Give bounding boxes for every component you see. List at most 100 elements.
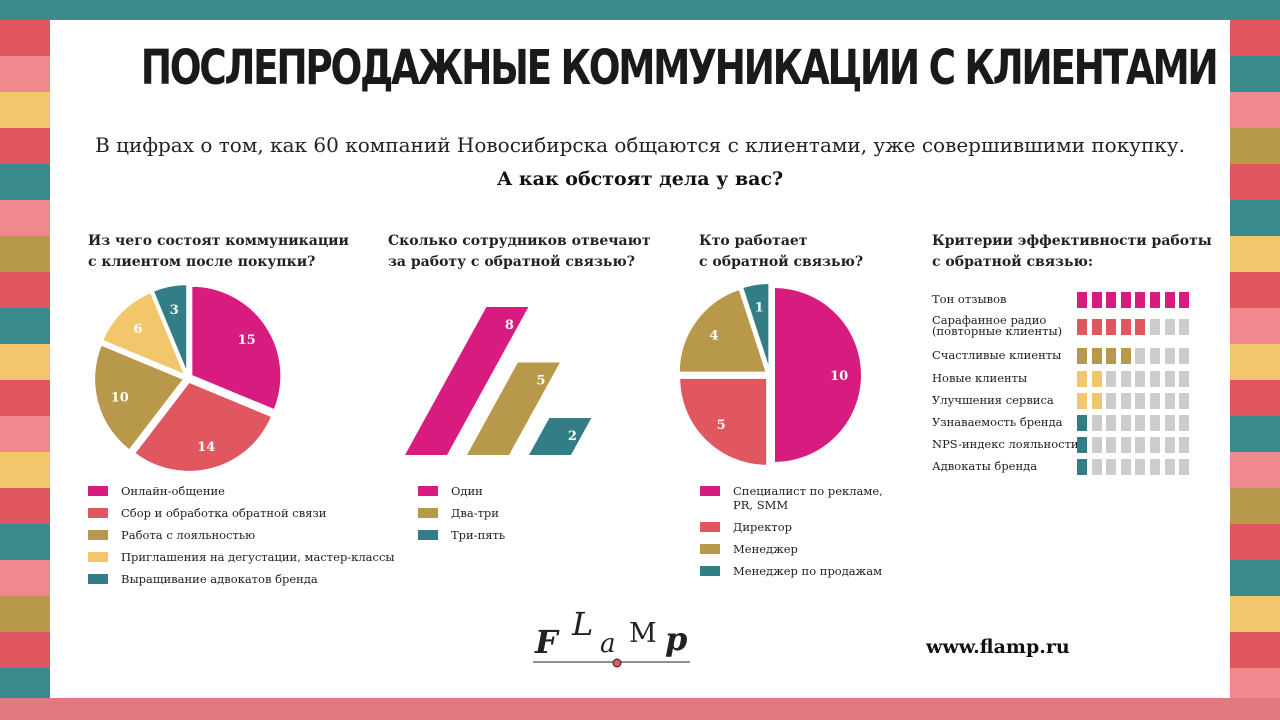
criteria-label: Сарафанное радио (повторные клиенты) [932, 313, 1062, 337]
chart4-criteria-table: Тон отзывов Сарафанное радио (повторные кл… [932, 292, 1202, 492]
criteria-label: Счастливые клиенты [932, 348, 1062, 362]
criteria-square-empty [1150, 348, 1160, 364]
criteria-label: Адвокаты бренда [932, 459, 1038, 473]
logo-letter: M [629, 618, 657, 649]
legend-label-line: Сбор и обработка обратной связи [121, 506, 327, 520]
right-striped-border [1230, 20, 1280, 700]
border-stripe [0, 236, 50, 272]
criteria-label: NPS-индекс лояльности [932, 438, 1079, 450]
border-stripe [0, 20, 50, 56]
chart3-slice [678, 376, 769, 467]
criteria-square-empty [1179, 459, 1190, 475]
border-stripe [1230, 596, 1280, 632]
chart2-bar [405, 307, 529, 455]
border-stripe [1230, 20, 1280, 56]
criteria-square-empty [1120, 393, 1131, 409]
legend-label-line: Три-пять [451, 528, 506, 542]
criteria-square-empty [1164, 415, 1175, 431]
criteria-square-filled [1077, 292, 1087, 308]
border-stripe [1230, 128, 1280, 164]
legend-swatch [700, 566, 720, 576]
chart3-slice [773, 285, 863, 465]
border-stripe [1230, 164, 1280, 200]
chart1-slice-label: 3 [170, 303, 179, 318]
chart2-title: Сколько сотрудников отвечают за работу с… [388, 231, 651, 273]
chart1-legend: Онлайн-общение Сбор и обработка обратной … [88, 484, 408, 595]
chart1-title-line: Из чего состоят коммуникации [88, 233, 349, 249]
criteria-square-filled [1106, 348, 1117, 364]
criteria-label: Новые клиенты [932, 372, 1027, 384]
border-stripe [0, 416, 50, 452]
chart2-bar-label: 5 [536, 374, 545, 389]
border-stripe [1230, 488, 1280, 524]
chart1-slice [132, 380, 274, 473]
legend-swatch [700, 544, 720, 554]
border-stripe [0, 488, 50, 524]
criteria-square-filled [1179, 292, 1190, 308]
page-title: ПОСЛЕПРОДАЖНЫЕ КОММУНИКАЦИИ С КЛИЕНТАМИ [140, 40, 1219, 96]
border-stripe [1230, 272, 1280, 308]
criteria-square-empty [1120, 437, 1131, 453]
chart3-title-line: Кто работает [699, 233, 808, 249]
legend-label-line: Два-три [451, 506, 499, 520]
border-stripe [0, 128, 50, 164]
criteria-square-empty [1164, 393, 1175, 409]
criteria-square-filled [1091, 348, 1102, 364]
chart2-bar-label: 2 [568, 429, 577, 444]
criteria-square-filled [1077, 319, 1087, 335]
chart2-title-line: Сколько сотрудников отвечают [388, 233, 651, 249]
legend-label-line: Работа с лояльностью [121, 528, 256, 542]
criteria-square-filled [1164, 292, 1175, 308]
logo-letter: a [600, 629, 616, 659]
chart3-pie: 10 5 4 1 [677, 282, 863, 467]
border-stripe [1230, 452, 1280, 488]
legend-label: Один [451, 484, 483, 498]
criteria-square-empty [1150, 415, 1160, 431]
chart2-bars: 8 5 2 [405, 307, 592, 455]
legend-label: Сбор и обработка обратной связи [121, 506, 326, 520]
criteria-label: Узнаваемость бренда [932, 416, 1063, 428]
chart2-legend: Один Два-три Три-пять [418, 484, 618, 555]
chart4-title: Критерии эффективности работы с обратной… [932, 231, 1212, 273]
criteria-square-filled [1106, 292, 1117, 308]
criteria-square-filled [1120, 292, 1131, 308]
legend-label: Приглашения на дегустации, мастер-классы [121, 550, 395, 564]
legend-label-line: Специалист по рекламе, [733, 484, 883, 498]
legend-swatch [88, 508, 108, 518]
border-stripe [1230, 560, 1280, 596]
logo-letter: F [534, 623, 560, 661]
criteria-square-filled [1135, 319, 1146, 335]
website-link[interactable]: www.flamp.ru [926, 636, 1070, 658]
chart4-title-line: с обратной связью: [932, 254, 1094, 270]
legend-swatch [88, 530, 108, 540]
criteria-square-empty [1164, 437, 1175, 453]
border-stripe [0, 524, 50, 560]
criteria-label-line: Адвокаты бренда [932, 459, 1038, 473]
criteria-square-empty [1164, 371, 1175, 387]
criteria-square-empty [1179, 319, 1190, 335]
border-stripe [0, 452, 50, 488]
criteria-square-empty [1120, 371, 1131, 387]
border-stripe [1230, 524, 1280, 560]
page-subtitle: В цифрах о том, как 60 компаний Новосиби… [95, 133, 1185, 157]
criteria-square-filled [1106, 319, 1117, 335]
frame-bottom-border [0, 698, 1280, 720]
criteria-label-line: Счастливые клиенты [932, 348, 1062, 362]
legend-swatch [700, 522, 720, 532]
criteria-square-empty [1091, 459, 1102, 475]
criteria-square-filled [1077, 437, 1087, 453]
logo-letter: p [665, 620, 687, 658]
chart2-bar [467, 362, 560, 455]
criteria-square-empty [1091, 415, 1102, 431]
legend-label-line: Один [451, 484, 483, 498]
criteria-label-line: Тон отзывов [932, 292, 1007, 306]
criteria-square-filled [1120, 319, 1131, 335]
legend-swatch [418, 486, 438, 496]
legend-label-line: Менеджер [733, 542, 798, 556]
criteria-square-empty [1164, 459, 1175, 475]
border-stripe [1230, 416, 1280, 452]
criteria-label-line: Сарафанное радио [932, 313, 1047, 327]
criteria-square-filled [1135, 292, 1146, 308]
border-stripe [1230, 380, 1280, 416]
legend-swatch [418, 530, 438, 540]
